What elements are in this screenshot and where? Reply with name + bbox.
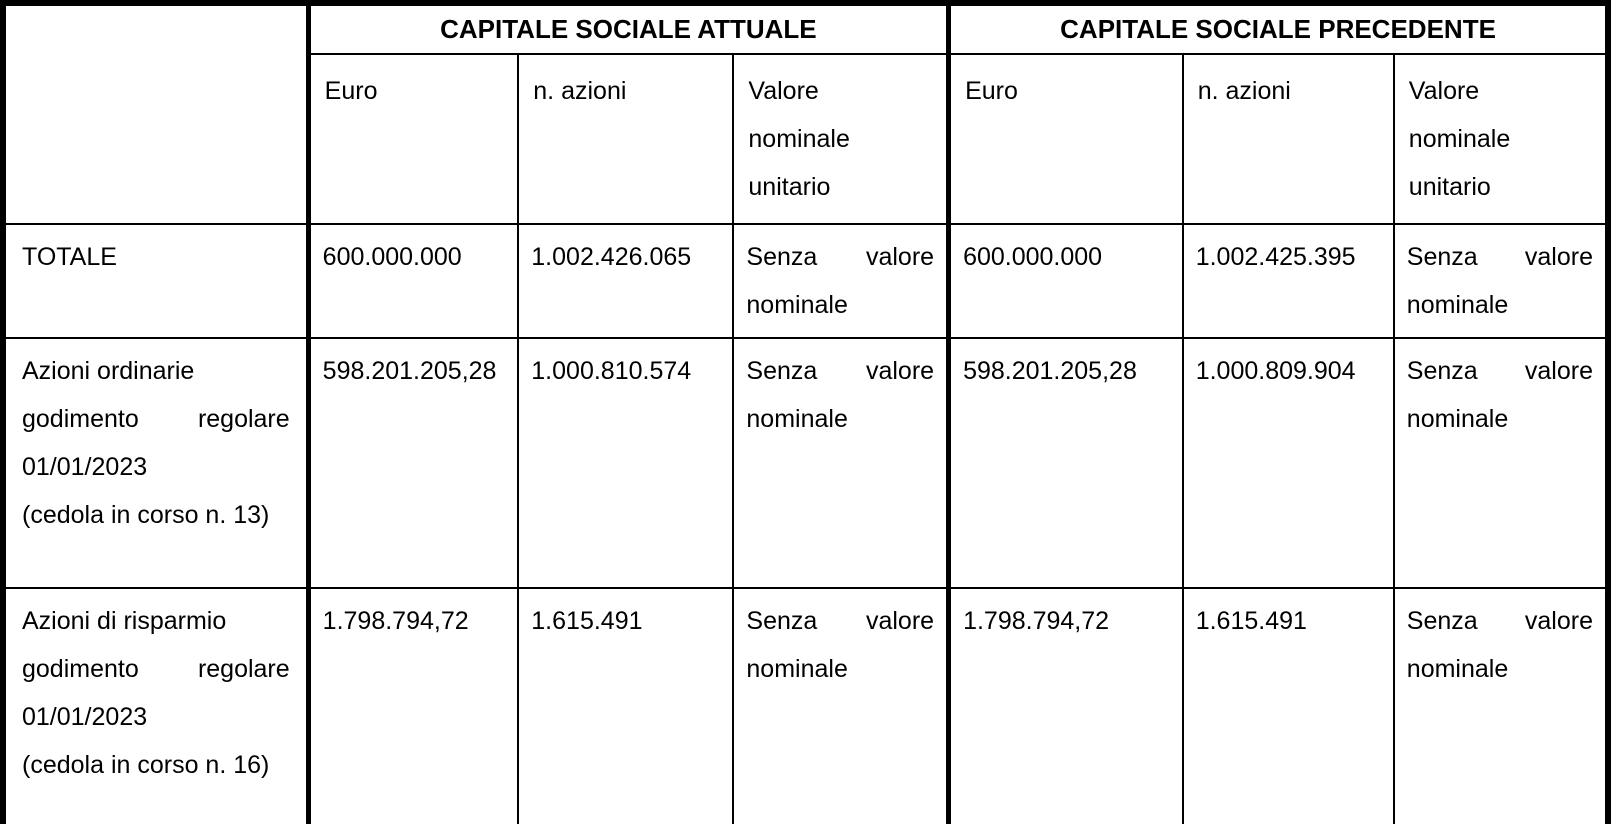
text-word: valore <box>865 607 935 635</box>
text-line: unitario <box>748 173 831 201</box>
text-word: Senza <box>1406 357 1478 385</box>
corner-empty-cell <box>1 2 310 225</box>
col-header-valore-precedente: Valore nominale unitario <box>1392 53 1610 225</box>
cell-ordinarie-precedente-azioni: 1.000.809.904 <box>1181 337 1395 589</box>
cell-ordinarie-precedente-valore: Senza valore nominale <box>1392 337 1610 589</box>
text-line: 01/01/2023 <box>22 703 148 731</box>
table-row-azioni-risparmio: Azioni di risparmio godimento regolare 01/0… <box>1 587 1610 824</box>
cell-risparmio-attuale-azioni: 1.615.491 <box>517 587 735 824</box>
text-word: Senza <box>1406 607 1478 635</box>
col-header-azioni-precedente: n. azioni <box>1181 53 1395 225</box>
text-line: nominale <box>746 291 848 319</box>
text-line: Valore <box>1408 77 1480 105</box>
text-line: godimento regolare <box>22 395 290 443</box>
col-header-euro-precedente: Euro <box>946 53 1184 225</box>
text-line: 01/01/2023 <box>22 453 148 481</box>
text-line: TOTALE <box>22 243 117 271</box>
col-header-euro-attuale: Euro <box>305 53 520 225</box>
group-header-attuale: CAPITALE SOCIALE ATTUALE <box>305 2 950 55</box>
cell-totale-attuale-euro: 600.000.000 <box>305 223 520 339</box>
text-word: valore <box>1524 243 1593 271</box>
text-line: Valore <box>748 77 819 105</box>
table-row-azioni-ordinarie: Azioni ordinarie godimento regolare 01/01/2… <box>1 337 1610 589</box>
text-line: nominale <box>1406 655 1509 683</box>
text-line: nominale <box>748 125 850 153</box>
col-header-azioni-attuale: n. azioni <box>517 53 735 225</box>
text-line: nominale <box>746 655 848 683</box>
text-word: valore <box>865 243 935 271</box>
cell-risparmio-attuale-euro: 1.798.794,72 <box>305 587 520 824</box>
column-header-row: Euro n. azioni Valore nominale unitario Eu… <box>3 53 1610 225</box>
text-word: valore <box>1524 607 1593 635</box>
cell-totale-attuale-azioni: 1.002.426.065 <box>517 223 735 339</box>
cell-risparmio-attuale-valore: Senza valore nominale <box>732 587 950 824</box>
text-line: (cedola in corso n. 16) <box>22 751 270 779</box>
text-line: Senza valore <box>1407 233 1593 281</box>
cell-ordinarie-attuale-euro: 598.201.205,28 <box>305 337 520 589</box>
cell-risparmio-precedente-azioni: 1.615.491 <box>1181 587 1395 824</box>
text-line: Senza valore <box>1407 597 1593 645</box>
text-line: unitario <box>1408 173 1491 201</box>
text-word: regolare <box>197 405 290 433</box>
cell-totale-precedente-valore: Senza valore nominale <box>1392 223 1610 339</box>
text-word: godimento <box>22 405 139 433</box>
cell-ordinarie-attuale-azioni: 1.000.810.574 <box>517 337 735 589</box>
text-word: valore <box>1524 357 1593 385</box>
row-label-totale: TOTALE <box>1 223 310 339</box>
cell-risparmio-precedente-valore: Senza valore nominale <box>1392 587 1610 824</box>
text-line: Azioni ordinarie <box>22 357 195 385</box>
cell-totale-precedente-euro: 600.000.000 <box>946 223 1184 339</box>
text-word: godimento <box>22 655 139 683</box>
text-line: (cedola in corso n. 13) <box>22 501 270 529</box>
text-word: regolare <box>197 655 290 683</box>
text-word: valore <box>865 357 935 385</box>
text-line: nominale <box>1406 291 1509 319</box>
col-header-valore-attuale: Valore nominale unitario <box>732 53 950 225</box>
text-line: nominale <box>1408 125 1511 153</box>
cell-totale-attuale-valore: Senza valore nominale <box>732 223 950 339</box>
text-line: Azioni di risparmio <box>22 607 227 635</box>
text-word: Senza <box>1406 243 1478 271</box>
cell-totale-precedente-azioni: 1.002.425.395 <box>1181 223 1395 339</box>
text-word: Senza <box>746 243 818 271</box>
cell-risparmio-precedente-euro: 1.798.794,72 <box>946 587 1184 824</box>
text-line: Senza valore <box>1407 347 1593 395</box>
cell-ordinarie-attuale-valore: Senza valore nominale <box>732 337 950 589</box>
table-row-totale: TOTALE 600.000.000 1.002.426.065 Senza va… <box>1 223 1610 339</box>
row-label-azioni-risparmio: Azioni di risparmio godimento regolare 01/0… <box>1 587 310 824</box>
cell-ordinarie-precedente-euro: 598.201.205,28 <box>946 337 1184 589</box>
text-line: nominale <box>1406 405 1509 433</box>
text-word: Senza <box>746 357 818 385</box>
group-header-precedente: CAPITALE SOCIALE PRECEDENTE <box>946 2 1610 55</box>
row-label-azioni-ordinarie: Azioni ordinarie godimento regolare 01/01/2… <box>1 337 310 589</box>
text-word: Senza <box>746 607 818 635</box>
text-line: nominale <box>746 405 848 433</box>
text-line: godimento regolare <box>22 645 290 693</box>
text-line: Senza valore <box>746 233 934 281</box>
text-line: Senza valore <box>746 347 934 395</box>
text-line: Senza valore <box>746 597 934 645</box>
group-header-row: CAPITALE SOCIALE ATTUALE CAPITALE SOCIAL… <box>1 2 1610 225</box>
